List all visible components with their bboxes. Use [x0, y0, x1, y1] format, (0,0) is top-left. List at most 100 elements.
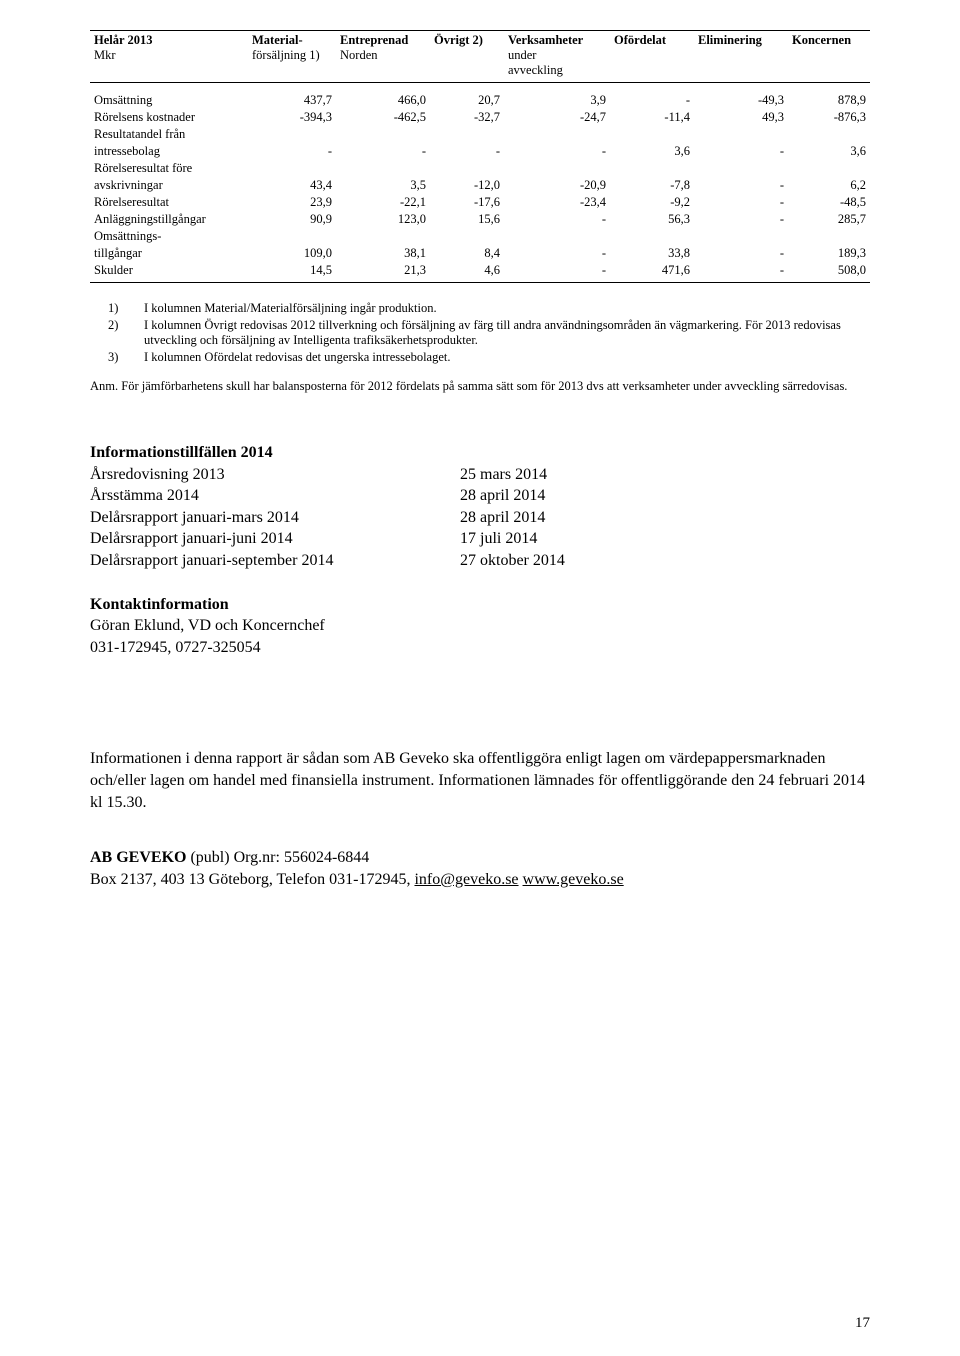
- row-label: avskrivningar: [90, 177, 248, 194]
- cell: [504, 160, 610, 177]
- cell: 3,6: [788, 143, 870, 160]
- info-section: Informationstillfällen 2014 Årsredovisni…: [90, 442, 870, 572]
- cell: -49,3: [694, 83, 788, 110]
- cell: 189,3: [788, 245, 870, 262]
- footnote-3-text: I kolumnen Ofördelat redovisas det unger…: [144, 350, 870, 365]
- cell: 471,6: [610, 262, 694, 283]
- info-row-label: Årsstämma 2014: [90, 485, 460, 507]
- cell: -: [504, 262, 610, 283]
- cell: -: [430, 143, 504, 160]
- cell: 466,0: [336, 83, 430, 110]
- cell: 6,2: [788, 177, 870, 194]
- cell: [504, 228, 610, 245]
- cell: [248, 126, 336, 143]
- cell: 508,0: [788, 262, 870, 283]
- cell: -22,1: [336, 194, 430, 211]
- org-address: Box 2137, 403 13 Göteborg, Telefon 031-1…: [90, 871, 414, 888]
- footnote-2: 2) I kolumnen Övrigt redovisas 2012 till…: [90, 318, 870, 348]
- info-heading: Informationstillfällen 2014: [90, 442, 870, 464]
- col-header: Eliminering: [694, 31, 788, 48]
- info-row-value: 28 april 2014: [460, 485, 545, 507]
- cell: -: [694, 245, 788, 262]
- cell: -: [694, 211, 788, 228]
- table-row: Omsättnings-: [90, 228, 870, 245]
- cell: -17,6: [430, 194, 504, 211]
- col-header: Övrigt 2): [430, 31, 504, 48]
- cell: -394,3: [248, 109, 336, 126]
- org-mail: info@geveko.se: [414, 871, 518, 888]
- col-subheader: försäljning 1): [248, 48, 336, 83]
- cell: -: [694, 194, 788, 211]
- info-row-value: 17 juli 2014: [460, 528, 537, 550]
- cell: 15,6: [430, 211, 504, 228]
- footnote-2-num: 2): [90, 318, 144, 348]
- contact-heading: Kontaktinformation: [90, 594, 870, 616]
- cell: 3,5: [336, 177, 430, 194]
- col-header: Koncernen: [788, 31, 870, 48]
- cell: -11,4: [610, 109, 694, 126]
- info-row: Årsredovisning 201325 mars 2014: [90, 464, 870, 486]
- info-row: Delårsrapport januari-juni 201417 juli 2…: [90, 528, 870, 550]
- table-row: Omsättning437,7466,020,73,9--49,3878,9: [90, 83, 870, 110]
- row-label: Omsättnings-: [90, 228, 248, 245]
- cell: 4,6: [430, 262, 504, 283]
- cell: 43,4: [248, 177, 336, 194]
- col-header: Entreprenad: [336, 31, 430, 48]
- table-row: Rörelseresultat23,9-22,1-17,6-23,4-9,2--…: [90, 194, 870, 211]
- table-row: Anläggningstillgångar90,9123,015,6-56,3-…: [90, 211, 870, 228]
- cell: -: [694, 262, 788, 283]
- row-label: Rörelsens kostnader: [90, 109, 248, 126]
- table: Helår 2013Material-EntreprenadÖvrigt 2)V…: [90, 31, 870, 283]
- cell: [788, 126, 870, 143]
- cell: 8,4: [430, 245, 504, 262]
- cell: 109,0: [248, 245, 336, 262]
- info-row-label: Delårsrapport januari-juni 2014: [90, 528, 460, 550]
- cell: -: [504, 143, 610, 160]
- contact-section: Kontaktinformation Göran Eklund, VD och …: [90, 594, 870, 659]
- info-row-value: 28 april 2014: [460, 507, 545, 529]
- cell: 20,7: [430, 83, 504, 110]
- info-row-label: Årsredovisning 2013: [90, 464, 460, 486]
- table-row: tillgångar109,038,18,4-33,8-189,3: [90, 245, 870, 262]
- col-subheader: Norden: [336, 48, 430, 83]
- contact-phone: 031-172945, 0727-325054: [90, 637, 870, 659]
- col-subheader: [694, 48, 788, 83]
- cell: 3,9: [504, 83, 610, 110]
- cell: [694, 160, 788, 177]
- col-subheader: [430, 48, 504, 83]
- contact-name: Göran Eklund, VD och Koncernchef: [90, 615, 870, 637]
- cell: 38,1: [336, 245, 430, 262]
- page-number: 17: [855, 1315, 870, 1332]
- cell: [336, 160, 430, 177]
- org-block: AB GEVEKO (publ) Org.nr: 556024-6844 Box…: [90, 847, 870, 890]
- org-line-2: Box 2137, 403 13 Göteborg, Telefon 031-1…: [90, 869, 870, 891]
- row-label: Anläggningstillgångar: [90, 211, 248, 228]
- info-row: Delårsrapport januari-september 201427 o…: [90, 550, 870, 572]
- info-row-label: Delårsrapport januari-mars 2014: [90, 507, 460, 529]
- footnote-2-text: I kolumnen Övrigt redovisas 2012 tillver…: [144, 318, 870, 348]
- cell: [610, 160, 694, 177]
- footnote-1-num: 1): [90, 301, 144, 316]
- cell: [610, 228, 694, 245]
- cell: -: [336, 143, 430, 160]
- cell: 123,0: [336, 211, 430, 228]
- cell: 3,6: [610, 143, 694, 160]
- cell: 14,5: [248, 262, 336, 283]
- cell: [336, 228, 430, 245]
- cell: 23,9: [248, 194, 336, 211]
- info-row-value: 25 mars 2014: [460, 464, 547, 486]
- table-row: Rörelseresultat före: [90, 160, 870, 177]
- col-header: Material-: [248, 31, 336, 48]
- info-row-label: Delårsrapport januari-september 2014: [90, 550, 460, 572]
- cell: -20,9: [504, 177, 610, 194]
- cell: 285,7: [788, 211, 870, 228]
- cell: [430, 160, 504, 177]
- cell: -48,5: [788, 194, 870, 211]
- segment-table: Helår 2013Material-EntreprenadÖvrigt 2)V…: [90, 30, 870, 283]
- info-row-value: 27 oktober 2014: [460, 550, 565, 572]
- cell: 878,9: [788, 83, 870, 110]
- cell: -: [504, 211, 610, 228]
- cell: [788, 228, 870, 245]
- cell: -: [694, 177, 788, 194]
- row-label: Skulder: [90, 262, 248, 283]
